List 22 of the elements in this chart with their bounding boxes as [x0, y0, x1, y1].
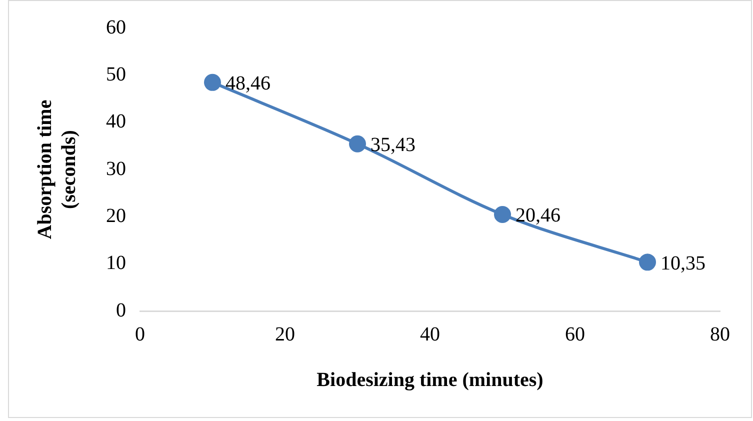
x-tick-label: 40 — [420, 323, 440, 346]
x-tick-label: 60 — [565, 323, 585, 346]
y-axis-title: Absorption time (seconds) — [34, 100, 80, 240]
point — [639, 254, 656, 271]
y-tick-label: 0 — [116, 299, 126, 322]
data-label: 48,46 — [226, 72, 270, 95]
data-label: 10,35 — [660, 252, 706, 274]
y-tick-label: 40 — [106, 110, 126, 133]
y-tick-label: 60 — [106, 16, 126, 38]
y-tick-label: 30 — [106, 158, 126, 180]
x-tick-label: 80 — [710, 323, 730, 346]
data-label: 20,46 — [516, 204, 560, 227]
x-axis-title: Biodesizing time (minutes) — [316, 369, 544, 392]
x-tick-label: 20 — [275, 323, 295, 346]
point — [349, 135, 366, 152]
point — [204, 74, 221, 91]
x-tick-label: 0 — [135, 323, 145, 346]
y-tick-label: 10 — [106, 252, 126, 274]
y-tick-label: 20 — [106, 204, 126, 227]
point — [494, 206, 511, 223]
data-label: 35,43 — [370, 134, 416, 156]
y-tick-label: 50 — [106, 63, 126, 86]
